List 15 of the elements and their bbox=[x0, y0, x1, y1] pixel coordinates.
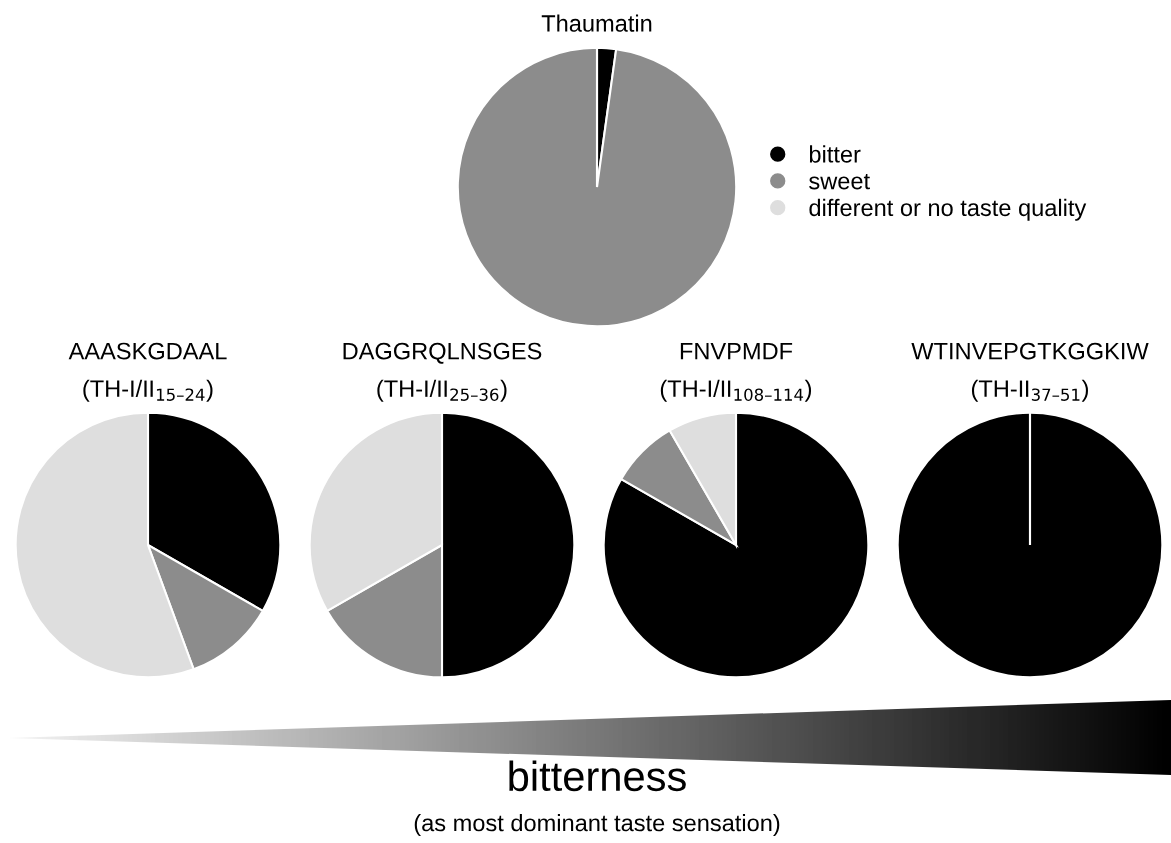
pie-slice bbox=[456, 46, 738, 328]
text: (as most dominant taste sensation) bbox=[414, 813, 780, 836]
chart-title: FNVPMDF bbox=[680, 342, 793, 360]
chart-title: Thaumatin bbox=[541, 14, 652, 32]
chart-title: WTINVEPGTKGGKIW bbox=[911, 342, 1149, 360]
legend-label: bitter bbox=[809, 145, 861, 163]
chart-subtitle: (TH-I/II$_{15–24}$) bbox=[83, 379, 213, 402]
chart-subtitle: (TH-II$_{37–51}$) bbox=[971, 379, 1088, 402]
chart-title: DAGGRQLNSGES bbox=[343, 342, 542, 364]
chart-subtitle: (TH-I/II$_{25–36}$) bbox=[377, 379, 507, 402]
text: bitterness bbox=[509, 760, 686, 792]
chart-subtitle: (TH-I/II$_{108–114}$) bbox=[660, 379, 812, 402]
legend-label: different or no taste quality bbox=[809, 198, 1087, 221]
legend-label: sweet bbox=[809, 173, 870, 190]
chart-title: AAASKGDAAL bbox=[68, 342, 227, 360]
